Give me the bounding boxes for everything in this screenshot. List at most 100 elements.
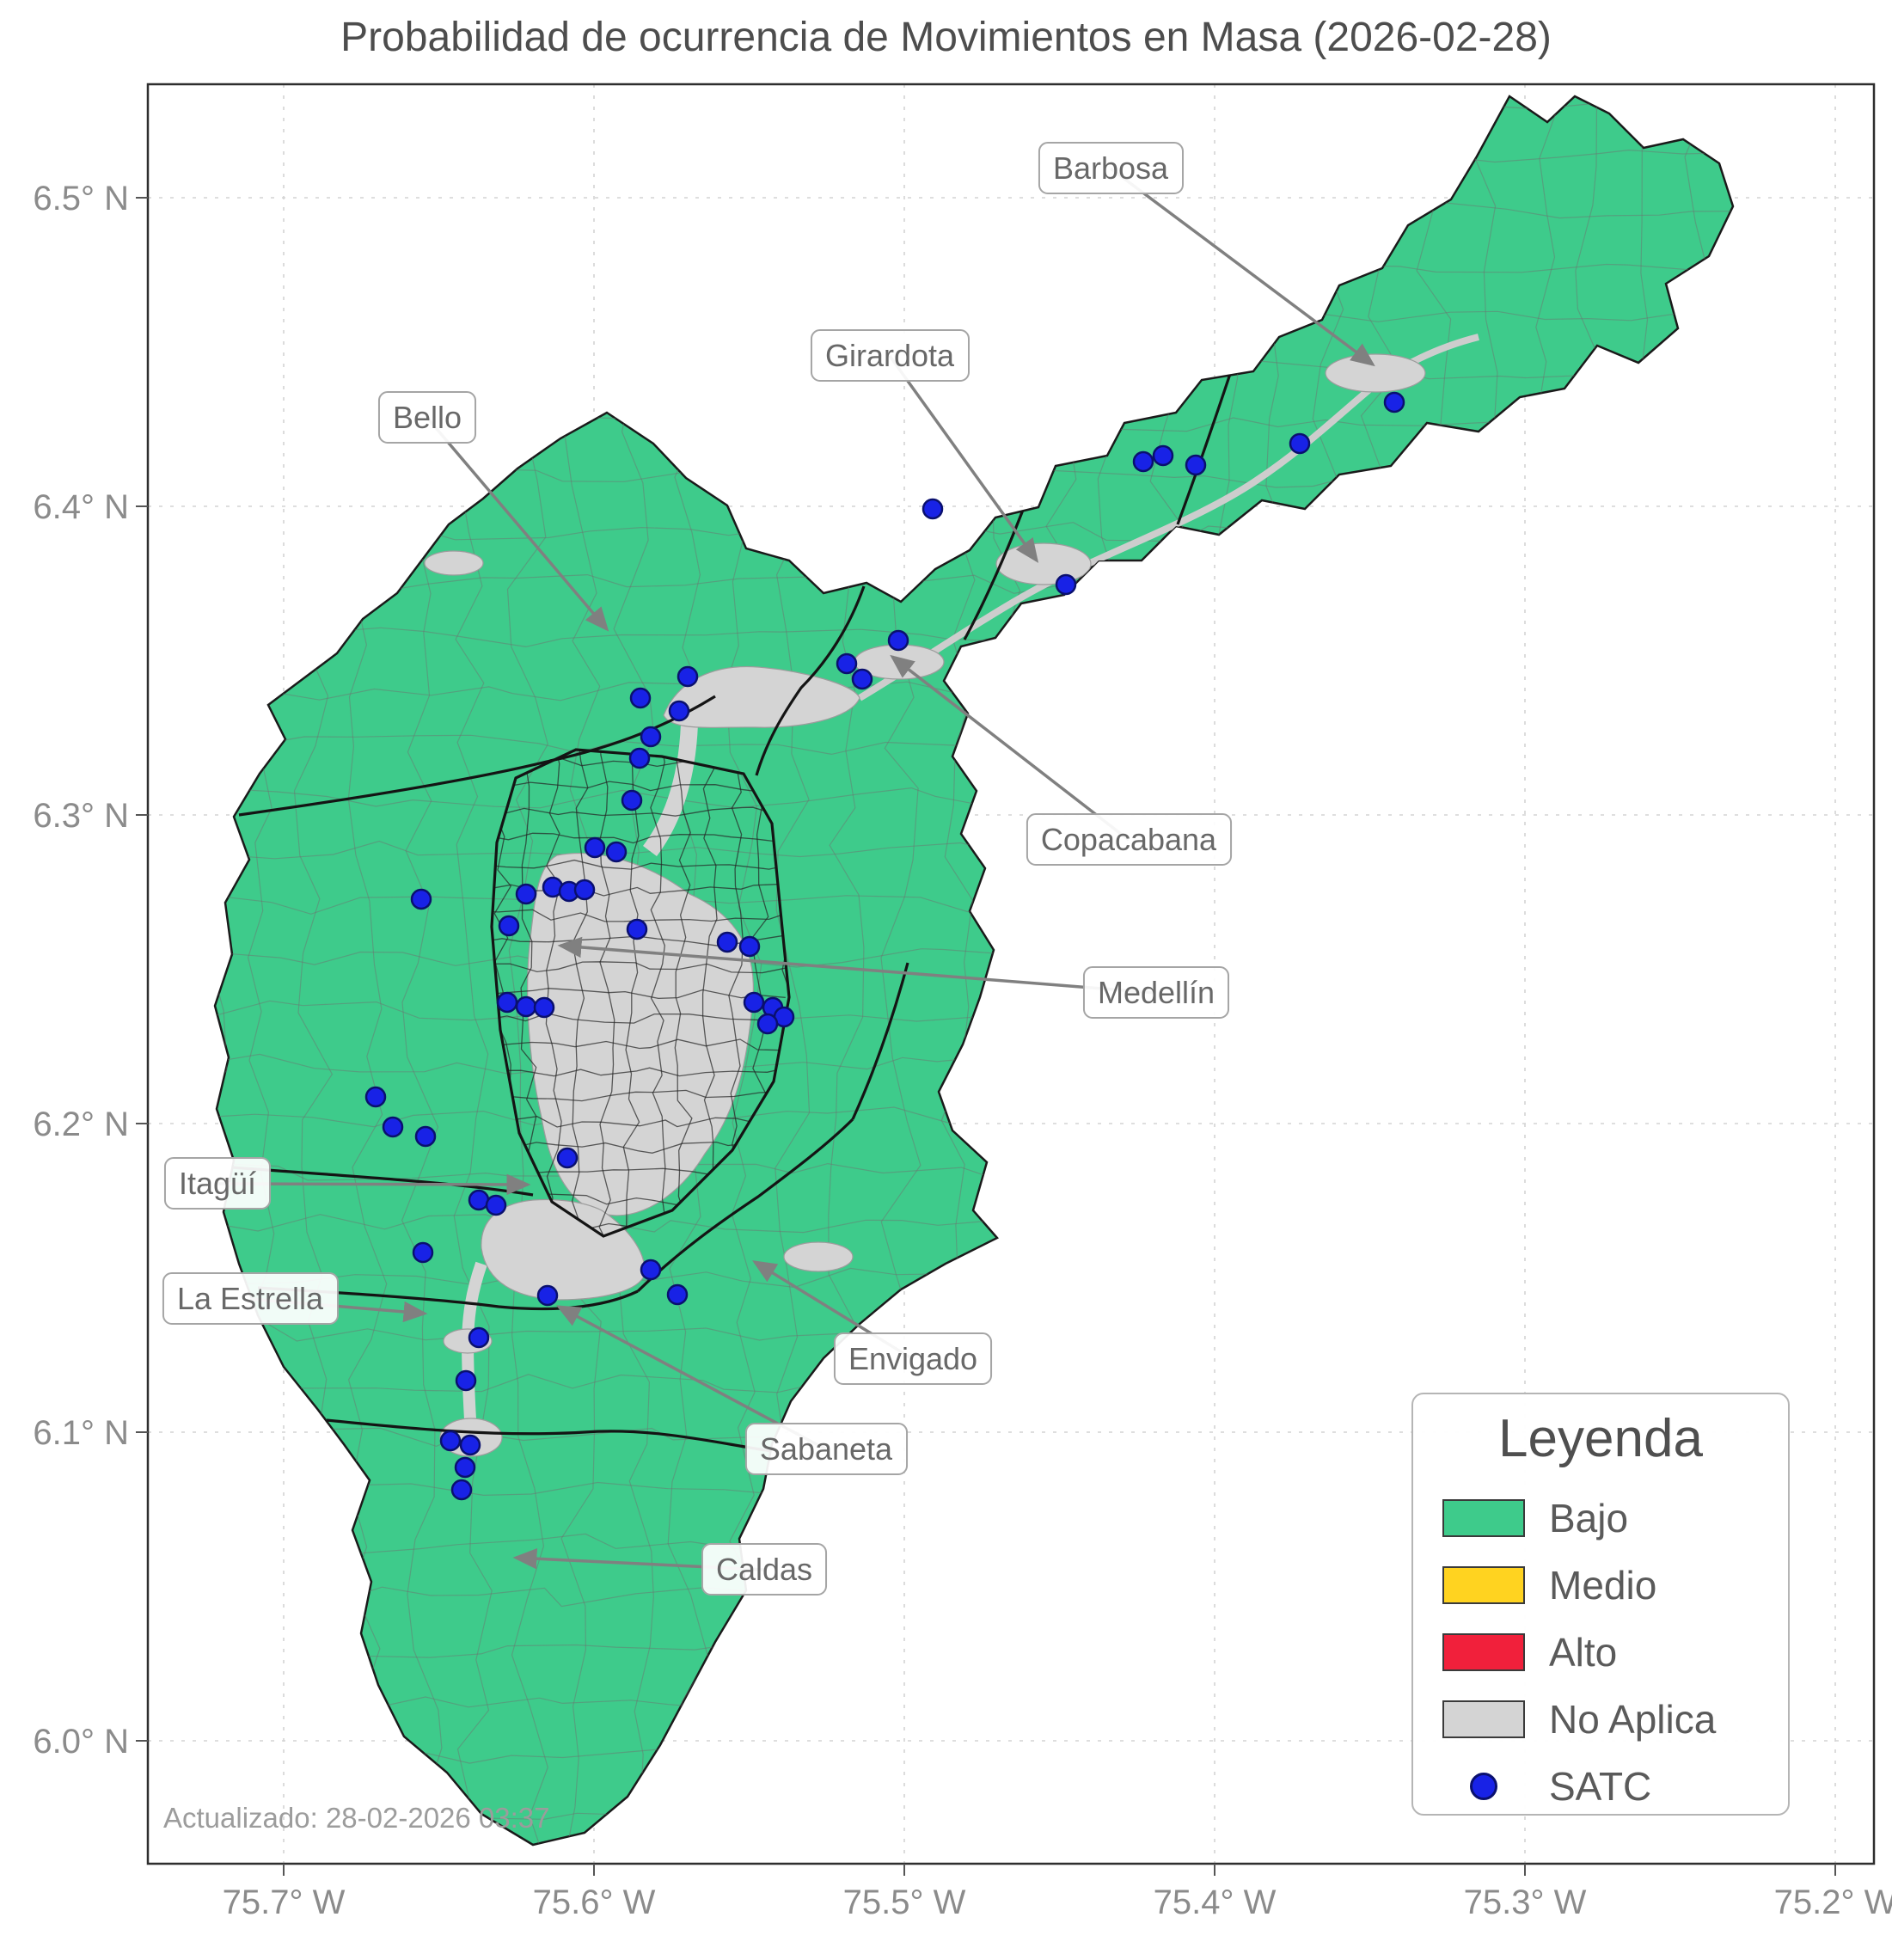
axis-ticks (136, 197, 1836, 1876)
vereda-line (150, 42, 1862, 61)
urban-area (1325, 353, 1426, 393)
legend-swatch-alto (1442, 1633, 1525, 1671)
satc-point (584, 836, 606, 859)
annotation-arrow (890, 654, 1130, 842)
river-corridor (642, 723, 698, 857)
satc-point (677, 665, 699, 688)
satc-point (887, 629, 909, 652)
satc-point (743, 991, 765, 1014)
annotation-box (1038, 142, 1185, 194)
legend-label-no-aplica: No Aplica (1549, 1697, 1717, 1742)
satc-point (496, 991, 518, 1014)
satc-point (1055, 573, 1077, 596)
vereda-line (136, 62, 175, 1920)
comuna-line (598, 750, 615, 1236)
y-tick-label: 6.4° N (33, 488, 129, 526)
municipality-boundaries (231, 371, 1233, 1453)
annotation-bello: Bello (377, 391, 477, 444)
annotation-label: La Estrella (177, 1281, 324, 1316)
annotation-box (163, 1157, 272, 1210)
annotation-itagui: Itagüí (163, 1157, 272, 1210)
annotation-caldas: Caldas (701, 1543, 828, 1596)
annotation-box (1026, 813, 1233, 866)
urban-area (527, 853, 754, 1216)
municipality-boundary (963, 505, 1026, 640)
satc-point (412, 1241, 434, 1264)
municipality-boundary (231, 1166, 534, 1197)
municipality-boundary (851, 962, 909, 1120)
comuna-line (492, 961, 789, 974)
satc-point (626, 918, 648, 940)
annotation-box (1082, 966, 1230, 1019)
annotation-box (810, 329, 970, 382)
comuna-line (492, 1066, 783, 1077)
vereda-line (1787, 54, 1828, 1920)
comuna-line (492, 806, 787, 818)
legend-item-medio: Medio (1442, 1562, 1759, 1608)
annotation-arrow (1109, 167, 1375, 367)
legend-label-alto: Alto (1549, 1630, 1618, 1675)
satc-point (605, 841, 628, 863)
annotation-medellin: Medellín (1082, 966, 1230, 1019)
annotation-label: Copacabana (1041, 822, 1217, 857)
municipality-boundary (238, 695, 716, 817)
satc-point (439, 1430, 462, 1452)
satc-point (536, 1284, 559, 1307)
legend-swatch-no-aplica (1442, 1700, 1525, 1738)
figure-title: Probabilidad de ocurrencia de Movimiento… (340, 15, 1552, 60)
updated-text: Actualizado: 28-02-2026 03:37 (163, 1802, 550, 1834)
satc-point (556, 1147, 579, 1169)
satc-point (628, 747, 651, 769)
comuna-line (492, 1089, 789, 1102)
annotation-label: Girardota (825, 338, 955, 373)
vereda-line (1253, 96, 1295, 1845)
satc-point (1152, 444, 1174, 467)
satc-point (468, 1189, 490, 1211)
y-tick-label: 6.5° N (33, 180, 129, 217)
axis-labels: 6.5° N 6.4° N 6.3° N 6.2° N 6.1° N 6.0° … (33, 180, 1892, 1921)
vereda-line (215, 468, 1733, 488)
annotation-box (833, 1332, 993, 1385)
annotation-label: Bello (393, 400, 462, 435)
satc-point (738, 935, 761, 958)
satc-point (836, 652, 858, 675)
legend-item-bajo: Bajo (1442, 1495, 1759, 1541)
comuna-line (492, 1116, 787, 1128)
annotations: Barbosa Girardota Bello Copacabana Medellín I… (162, 142, 1375, 1596)
vereda-line (215, 360, 1733, 381)
legend-dot-wrap (1442, 1773, 1525, 1800)
comuna-line (492, 859, 789, 870)
y-tick-label: 6.2° N (33, 1106, 129, 1143)
legend-item-satc: SATC (1442, 1763, 1759, 1810)
vereda-line (163, 1907, 1846, 1927)
comuna-line (492, 832, 789, 845)
legend-label-satc: SATC (1549, 1764, 1652, 1809)
vereda-line (987, 96, 1028, 1845)
legend: Leyenda Bajo Medio Alto No Aplica SATC (1411, 1393, 1790, 1816)
legend-satc-dot-icon (1470, 1773, 1497, 1800)
comuna-line (492, 1013, 779, 1025)
grid-lines (148, 84, 1874, 1864)
satc-point (851, 668, 873, 690)
urban-area (424, 550, 484, 576)
annotation-box (377, 391, 477, 444)
annotation-label: Medellín (1098, 975, 1215, 1010)
comuna-line (492, 883, 789, 897)
comuna-line (674, 750, 693, 1236)
annotation-label: Sabaneta (760, 1431, 893, 1467)
satc-point (515, 995, 537, 1018)
annotation-copacabana: Copacabana (1026, 813, 1233, 866)
satc-point (1289, 432, 1311, 455)
legend-item-no-aplica: No Aplica (1442, 1696, 1759, 1743)
satc-point (455, 1369, 477, 1392)
satc-point (716, 931, 738, 953)
x-tick-label: 75.2° W (1774, 1883, 1892, 1921)
annotation-box (701, 1543, 828, 1596)
municipality-boundary (636, 1118, 854, 1293)
x-tick-label: 75.3° W (1464, 1883, 1587, 1921)
comuna-line (492, 909, 789, 922)
satc-point (1132, 450, 1154, 473)
legend-title: Leyenda (1498, 1409, 1703, 1468)
comuna-line (492, 988, 786, 1000)
